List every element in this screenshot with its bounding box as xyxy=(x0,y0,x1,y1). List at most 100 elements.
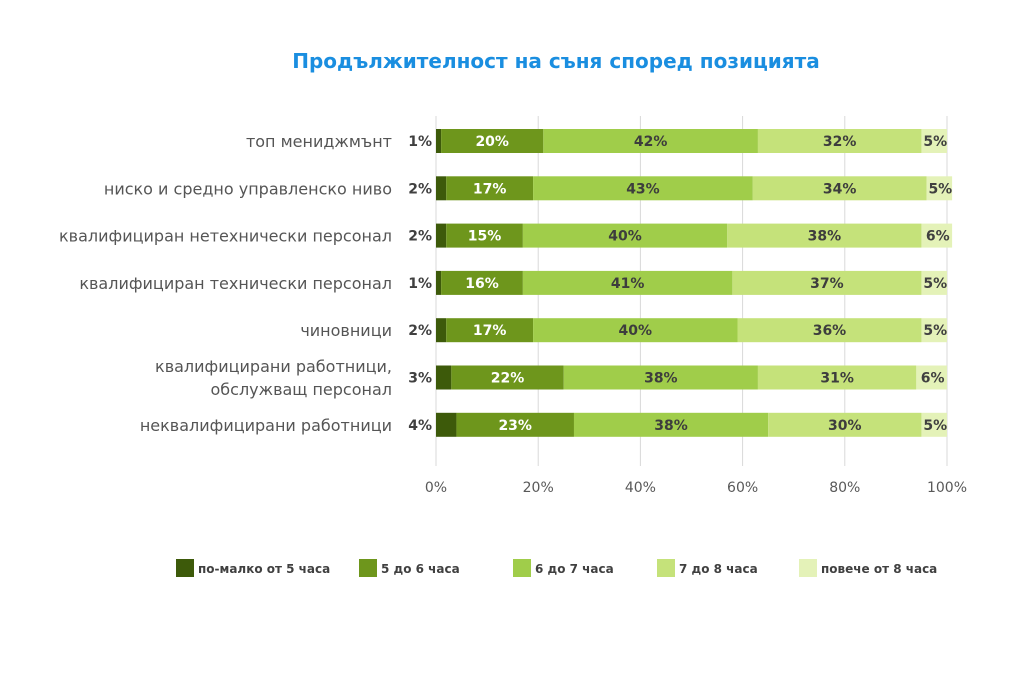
bar-segment xyxy=(446,176,534,201)
bar-segment xyxy=(441,129,544,153)
legend-label: по-малко от 5 часа xyxy=(198,562,330,576)
category-label: квалифициран технически персонал xyxy=(79,274,392,293)
x-tick-label: 0% xyxy=(425,480,447,496)
bar-segment xyxy=(921,223,953,248)
data-label: 5% xyxy=(923,418,947,434)
data-label: 6% xyxy=(921,371,945,387)
data-label: 2% xyxy=(408,181,432,197)
bar-segment xyxy=(757,129,922,153)
legend-item: 5 до 6 часа xyxy=(359,559,460,577)
bar-segment xyxy=(732,270,922,295)
data-label: 31% xyxy=(820,371,854,387)
data-label: 20% xyxy=(475,134,509,150)
legend-swatch xyxy=(799,559,817,577)
legend-label: 7 до 8 часа xyxy=(679,562,758,576)
bar-segment xyxy=(436,365,452,390)
bar-segment xyxy=(563,365,758,390)
data-label: 40% xyxy=(619,323,653,339)
bar-segment xyxy=(757,365,917,390)
category-label: ниско и средно управленско ниво xyxy=(104,179,392,198)
data-label: 38% xyxy=(644,371,678,387)
bar-segment xyxy=(916,365,947,390)
x-tick-label: 40% xyxy=(625,480,656,496)
category-label: топ мениджмънт xyxy=(246,132,392,151)
category-labels: топ мениджмънт ниско и средно управленско… xyxy=(59,132,392,435)
category-label: квалифициран нетехнически персонал xyxy=(59,227,392,246)
data-label: 3% xyxy=(408,371,432,387)
data-label: 41% xyxy=(611,276,645,292)
x-tick-label: 60% xyxy=(727,480,758,496)
legend-item: по-малко от 5 часа xyxy=(176,559,330,577)
bar-segment xyxy=(446,223,523,248)
data-label: 1% xyxy=(408,276,432,292)
legend-item: 7 до 8 часа xyxy=(657,559,758,577)
data-label: 40% xyxy=(608,229,642,245)
x-tick-label: 100% xyxy=(927,480,967,496)
legend-swatch xyxy=(359,559,377,577)
legend-swatch xyxy=(176,559,194,577)
legend: по-малко от 5 часа 5 до 6 часа 6 до 7 часа… xyxy=(176,559,937,577)
bar-segment xyxy=(533,176,753,201)
bar-segment xyxy=(727,223,922,248)
bar-segment xyxy=(752,176,927,201)
legend-swatch xyxy=(657,559,675,577)
bar-segment xyxy=(436,223,447,248)
data-label: 6% xyxy=(926,229,950,245)
legend-label: 6 до 7 часа xyxy=(535,562,614,576)
bar-segment xyxy=(768,412,922,437)
bar-segment xyxy=(441,270,523,295)
bar-segment xyxy=(436,129,442,153)
legend-item: 6 до 7 часа xyxy=(513,559,614,577)
bar-segment xyxy=(446,318,534,343)
bar-segment xyxy=(921,412,947,437)
data-label: 22% xyxy=(491,371,525,387)
category-label: неквалифицирани работници xyxy=(140,416,392,435)
bar-segment xyxy=(573,412,769,437)
legend-swatch xyxy=(513,559,531,577)
data-label: 1% xyxy=(408,134,432,150)
legend-label: повече от 8 часа xyxy=(821,562,937,576)
bar-segment xyxy=(451,365,564,390)
bar-segment xyxy=(921,318,947,343)
data-label: 43% xyxy=(626,181,660,197)
data-label: 36% xyxy=(813,323,847,339)
data-label: 38% xyxy=(808,229,842,245)
category-label: чиновници xyxy=(300,321,392,340)
bar-segment xyxy=(926,176,953,201)
bar-segment xyxy=(436,270,442,295)
data-label: 2% xyxy=(408,229,432,245)
data-label: 4% xyxy=(408,418,432,434)
data-label: 30% xyxy=(828,418,862,434)
data-label: 16% xyxy=(465,276,499,292)
bar-segment xyxy=(737,318,922,343)
legend-label: 5 до 6 часа xyxy=(381,562,460,576)
legend-item: повече от 8 часа xyxy=(799,559,937,577)
data-label: 5% xyxy=(923,134,947,150)
data-label: 37% xyxy=(810,276,844,292)
x-axis-ticks: 0% 20% 40% 60% 80% 100% xyxy=(425,480,967,496)
data-label: 2% xyxy=(408,323,432,339)
bar-segment xyxy=(921,129,947,153)
bar-segment xyxy=(522,223,728,248)
bar-segment xyxy=(436,318,447,343)
data-label: 38% xyxy=(654,418,688,434)
data-label: 42% xyxy=(634,134,668,150)
data-label: 23% xyxy=(498,418,532,434)
x-tick-label: 20% xyxy=(523,480,554,496)
data-label: 15% xyxy=(468,229,502,245)
data-label: 17% xyxy=(473,323,507,339)
data-label: 5% xyxy=(928,181,952,197)
data-label: 5% xyxy=(923,276,947,292)
bar-segment xyxy=(921,270,947,295)
bars: 1% 20% 42% 32% 5% 2% 17% 43% 34% 5% 2% 15% 40% 38% 6% 1… xyxy=(408,129,952,437)
data-label: 34% xyxy=(823,181,857,197)
data-label: 17% xyxy=(473,181,507,197)
chart-title: Продължителност на съня според позицията xyxy=(292,49,819,73)
bar-segment xyxy=(436,412,457,437)
data-label: 32% xyxy=(823,134,857,150)
bar-segment xyxy=(543,129,758,153)
x-tick-label: 80% xyxy=(829,480,860,496)
category-label: квалифицирани работници, обслужващ персон… xyxy=(155,357,392,399)
data-label: 5% xyxy=(923,323,947,339)
